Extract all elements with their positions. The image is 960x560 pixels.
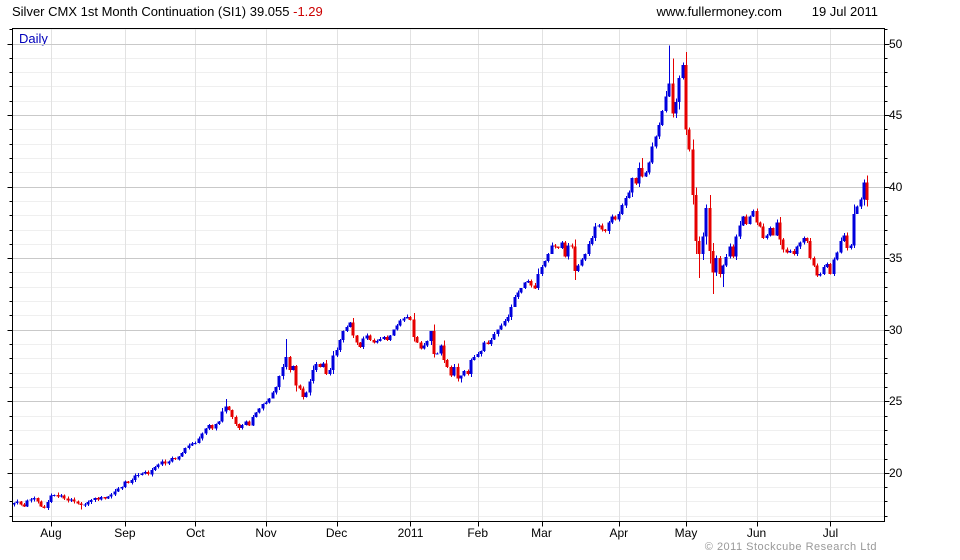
grid-major-lines <box>12 44 885 474</box>
x-axis-label: Sep <box>114 526 136 540</box>
x-axis-label: 2011 <box>397 526 424 540</box>
y-axis-label: 25 <box>889 394 903 409</box>
x-axis-label: Jun <box>746 526 767 540</box>
chart-date: 19 Jul 2011 <box>811 4 878 19</box>
down-candle-wicks <box>21 52 868 510</box>
x-axis-label: Aug <box>40 526 62 540</box>
x-axis-label: Dec <box>325 526 348 540</box>
last-price: 39.055 <box>249 4 290 19</box>
up-candle-bodies <box>12 65 866 508</box>
x-axis-label: Apr <box>609 526 629 540</box>
chart-title: Silver CMX 1st Month Continuation (SI1) … <box>12 4 323 19</box>
x-axis-label: May <box>674 526 698 540</box>
plot-border <box>12 28 885 522</box>
axis-ticks <box>7 29 890 527</box>
grid-month-lines <box>51 28 831 522</box>
x-axis-label: Oct <box>186 526 205 540</box>
y-axis-label: 35 <box>889 251 903 266</box>
website-link[interactable]: www.fullermoney.com <box>656 4 782 19</box>
y-axis-label: 20 <box>889 465 903 480</box>
x-axis-label: Mar <box>531 526 552 540</box>
price-change: -1.29 <box>293 4 323 19</box>
y-axis-label: 50 <box>889 36 903 51</box>
x-axis-label: Feb <box>467 526 489 540</box>
instrument-name: Silver CMX 1st Month Continuation (SI1) <box>12 4 247 19</box>
frequency-label: Daily <box>19 31 48 46</box>
copyright-notice: © 2011 Stockcube Research Ltd <box>704 541 877 553</box>
down-candle-bodies <box>19 65 869 508</box>
x-axis-label: Nov <box>255 526 277 540</box>
grid-minor-lines <box>12 29 885 517</box>
y-axis-label: 30 <box>889 322 903 337</box>
y-axis-label: 45 <box>889 108 903 123</box>
y-axis-label: 40 <box>889 179 903 194</box>
x-axis-label: Jul <box>822 526 839 540</box>
